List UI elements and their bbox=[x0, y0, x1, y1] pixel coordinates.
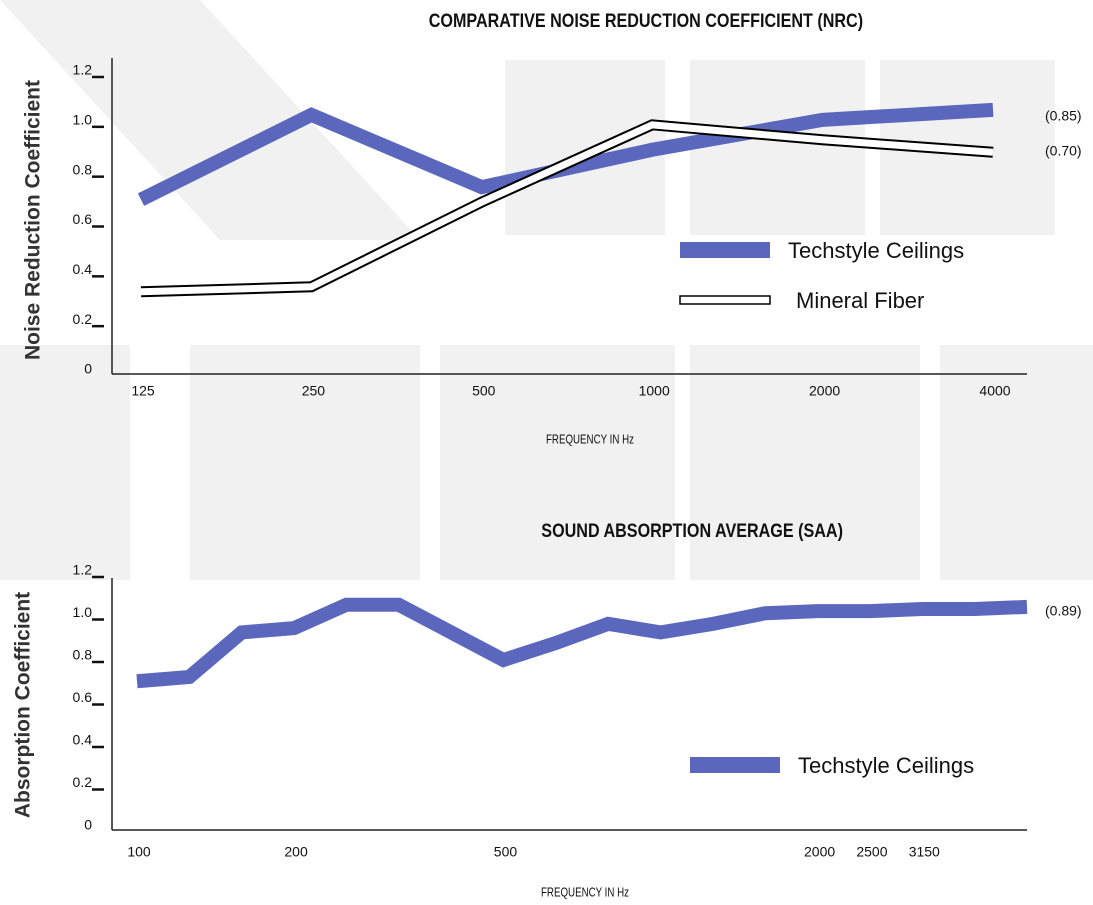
legend-label: Techstyle Ceilings bbox=[798, 753, 974, 778]
chart-title: COMPARATIVE NOISE REDUCTION COEFFICIENT … bbox=[429, 10, 863, 32]
y-tick-label: 0.6 bbox=[73, 689, 93, 705]
series-line bbox=[140, 121, 994, 296]
y-tick-label: 1.2 bbox=[73, 62, 93, 78]
x-tick-label: 1000 bbox=[639, 383, 670, 399]
chart-title: SOUND ABSORPTION AVERAGE (SAA) bbox=[541, 520, 843, 542]
x-tick-label: 500 bbox=[472, 383, 496, 399]
x-tick-label: 2500 bbox=[856, 844, 887, 860]
legend-label: Techstyle Ceilings bbox=[788, 238, 964, 263]
x-tick-label: 4000 bbox=[979, 383, 1010, 399]
x-tick-label: 125 bbox=[131, 383, 155, 399]
legend-label: Mineral Fiber bbox=[796, 288, 924, 313]
x-tick-label: 2000 bbox=[804, 844, 835, 860]
y-tick-label: 0.4 bbox=[73, 261, 93, 277]
y-tick-label: 1.0 bbox=[73, 112, 93, 128]
y-tick-label: 0.8 bbox=[73, 161, 93, 177]
y-tick-label: 0.4 bbox=[73, 732, 93, 748]
y-tick-label: 0 bbox=[84, 817, 92, 833]
legend-swatch bbox=[679, 295, 771, 305]
y-axis-label: Noise Reduction Coefficient bbox=[22, 80, 45, 360]
end-label: (0.89) bbox=[1045, 603, 1082, 619]
x-axis-label: FREQUENCY IN Hz bbox=[546, 433, 634, 447]
y-tick-label: 1.2 bbox=[73, 562, 93, 578]
watermark bbox=[0, 0, 1093, 580]
y-tick-label: 0.2 bbox=[73, 311, 93, 327]
x-tick-label: 500 bbox=[494, 844, 518, 860]
y-axis-label: Absorption Coefficient bbox=[12, 592, 35, 818]
x-axis-label: FREQUENCY IN Hz bbox=[541, 886, 629, 900]
y-tick-label: 1.0 bbox=[73, 604, 93, 620]
y-tick-label: 0 bbox=[84, 361, 92, 377]
y-tick-label: 0.2 bbox=[73, 774, 93, 790]
x-tick-label: 250 bbox=[302, 383, 326, 399]
x-tick-label: 100 bbox=[127, 844, 151, 860]
x-tick-label: 200 bbox=[284, 844, 308, 860]
legend-swatch bbox=[680, 242, 770, 258]
series-line bbox=[136, 597, 1028, 689]
end-label: (0.85) bbox=[1045, 108, 1082, 124]
legend-swatch bbox=[690, 757, 780, 773]
end-label: (0.70) bbox=[1045, 143, 1082, 159]
y-tick-label: 0.8 bbox=[73, 647, 93, 663]
x-tick-label: 3150 bbox=[909, 844, 940, 860]
y-tick-label: 0.6 bbox=[73, 211, 93, 227]
x-tick-label: 2000 bbox=[809, 383, 840, 399]
